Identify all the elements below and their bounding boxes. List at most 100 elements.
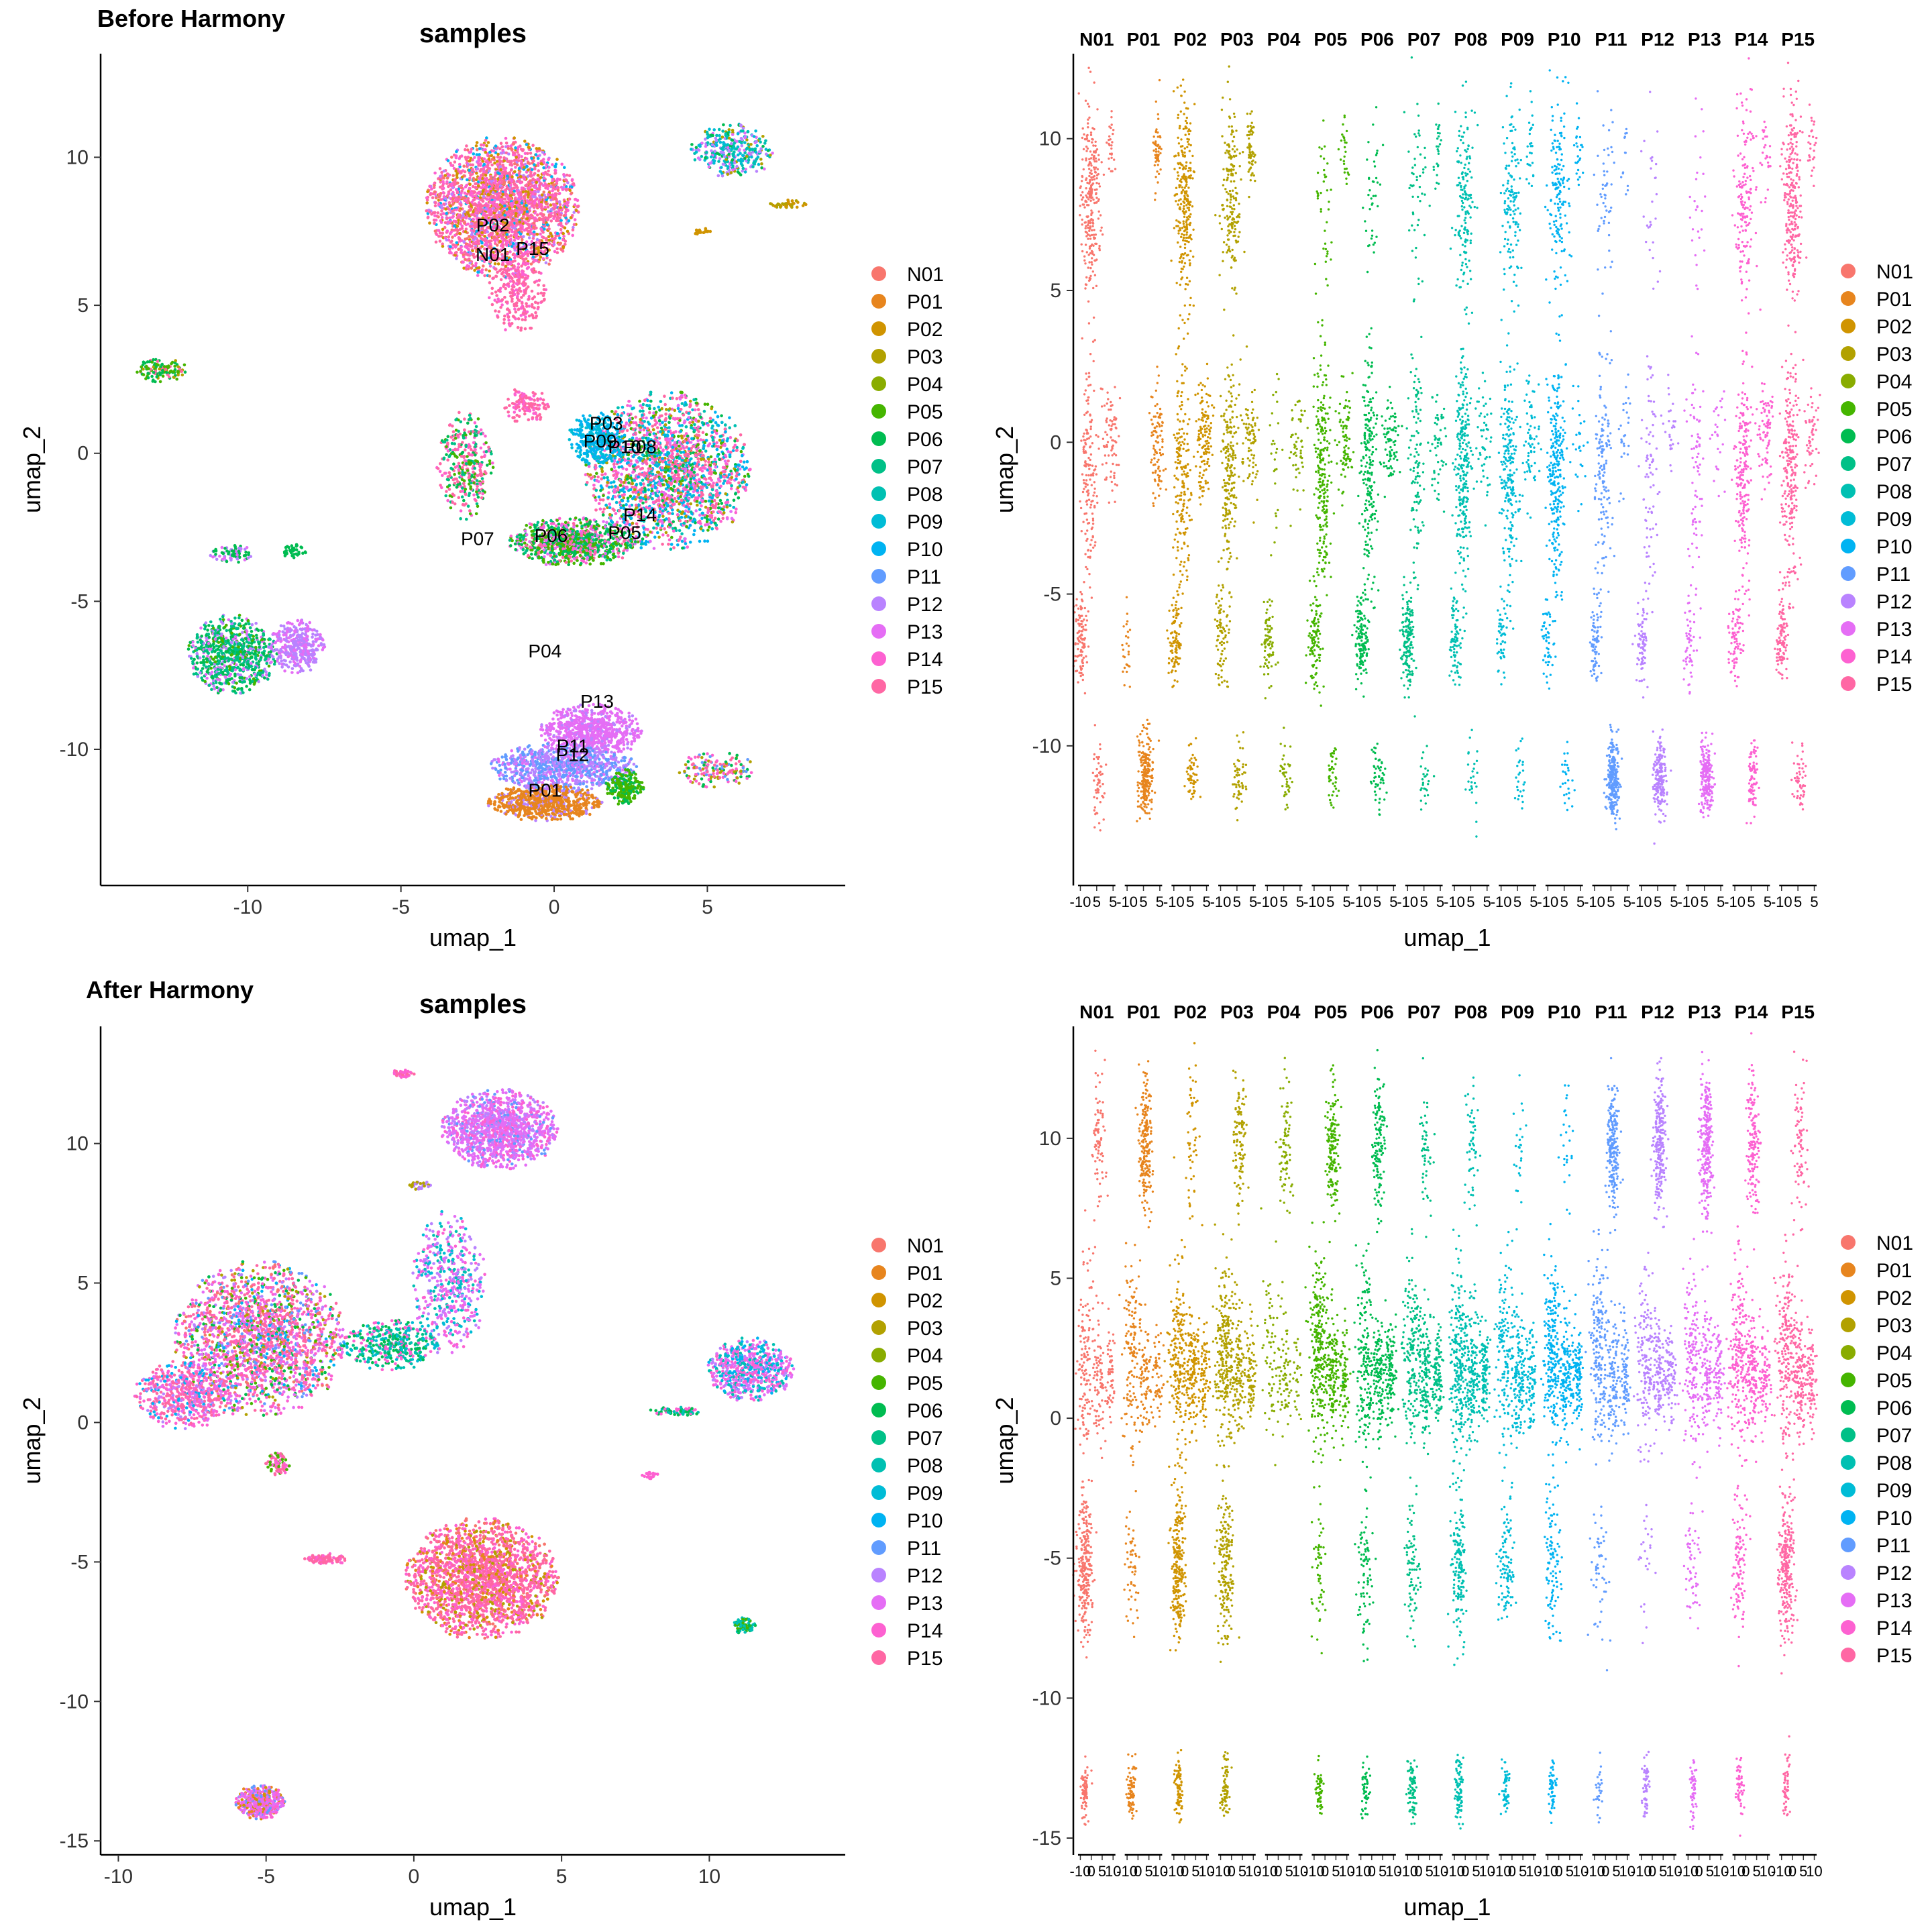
cell-point bbox=[450, 239, 453, 243]
cell-point bbox=[460, 245, 463, 249]
cell-point bbox=[693, 158, 697, 162]
cell-point bbox=[547, 169, 550, 173]
cell-point bbox=[475, 141, 479, 144]
points bbox=[136, 122, 808, 822]
cell-point bbox=[540, 205, 543, 208]
cell-point bbox=[680, 434, 684, 438]
cell-point bbox=[519, 232, 523, 236]
cell-point bbox=[492, 276, 495, 280]
cell-point bbox=[607, 491, 610, 494]
cell-point bbox=[718, 157, 722, 160]
cell-point bbox=[667, 474, 670, 478]
cell-point bbox=[180, 373, 184, 377]
cell-point bbox=[760, 162, 763, 166]
cell-point bbox=[509, 191, 513, 195]
cell-point bbox=[679, 535, 682, 539]
cell-point bbox=[684, 478, 687, 482]
cell-point bbox=[741, 485, 745, 489]
cell-point bbox=[743, 156, 747, 160]
cell-point bbox=[466, 189, 470, 193]
cell-point bbox=[712, 128, 716, 131]
cell-point bbox=[721, 517, 724, 521]
cell-point bbox=[533, 211, 537, 215]
cell-point bbox=[731, 520, 735, 524]
cell-point bbox=[727, 152, 731, 156]
cell-point bbox=[684, 542, 688, 545]
cell-point bbox=[732, 144, 736, 148]
cell-point bbox=[513, 151, 517, 155]
cell-point bbox=[480, 270, 483, 274]
cell-point bbox=[455, 208, 458, 212]
cell-point bbox=[764, 152, 768, 156]
cell-point bbox=[515, 288, 518, 292]
cell-point bbox=[458, 231, 462, 235]
cell-point bbox=[494, 274, 498, 278]
cell-point bbox=[547, 158, 550, 161]
cell-point bbox=[564, 207, 568, 211]
cell-point bbox=[460, 219, 463, 223]
cell-point bbox=[551, 179, 554, 182]
cell-point bbox=[176, 365, 180, 368]
cell-point bbox=[170, 362, 173, 366]
cell-point bbox=[515, 269, 518, 273]
cell-point bbox=[501, 163, 504, 167]
cell-point bbox=[504, 240, 508, 244]
cell-point bbox=[514, 214, 518, 218]
cell-point bbox=[553, 197, 557, 201]
cell-point bbox=[500, 303, 504, 307]
cell-point bbox=[496, 155, 500, 159]
cell-point bbox=[501, 270, 504, 274]
cell-point bbox=[462, 213, 465, 217]
cell-point bbox=[674, 529, 678, 532]
cell-point bbox=[514, 146, 517, 150]
cell-point bbox=[729, 504, 732, 507]
cell-point bbox=[701, 431, 705, 434]
cell-point bbox=[484, 268, 488, 272]
cell-point bbox=[476, 204, 479, 208]
cell-point bbox=[463, 221, 466, 225]
cell-point bbox=[741, 127, 745, 130]
cell-point bbox=[742, 460, 746, 464]
cell-point bbox=[690, 143, 694, 146]
cell-point bbox=[663, 423, 667, 427]
cell-point bbox=[472, 198, 476, 201]
cell-point bbox=[670, 535, 674, 539]
cell-point bbox=[514, 310, 518, 314]
cell-point bbox=[724, 132, 728, 136]
cell-point bbox=[712, 161, 716, 165]
cell-point bbox=[561, 188, 565, 191]
cell-point bbox=[559, 241, 562, 246]
cell-point bbox=[666, 534, 669, 537]
cell-point bbox=[653, 407, 656, 411]
after-harmony-title: After Harmony bbox=[86, 976, 254, 1004]
cell-point bbox=[458, 155, 462, 158]
cell-point bbox=[542, 161, 546, 164]
cell-point bbox=[517, 276, 521, 279]
cell-point bbox=[426, 216, 430, 219]
cell-point bbox=[776, 202, 780, 206]
cell-point bbox=[446, 220, 450, 224]
cell-point bbox=[712, 158, 715, 162]
cell-point bbox=[564, 178, 568, 182]
cell-point bbox=[478, 153, 481, 156]
cell-point bbox=[549, 207, 553, 211]
cell-point bbox=[502, 284, 505, 288]
cell-point bbox=[437, 203, 441, 206]
cell-point bbox=[155, 375, 159, 378]
cell-point bbox=[657, 437, 661, 440]
cell-point bbox=[519, 326, 523, 330]
cell-point bbox=[529, 152, 533, 155]
cell-point bbox=[722, 155, 727, 158]
cell-point bbox=[696, 232, 699, 236]
cell-point bbox=[555, 231, 559, 235]
cell-point bbox=[440, 170, 443, 174]
cell-point bbox=[496, 171, 500, 175]
cell-point bbox=[560, 162, 564, 166]
cell-point bbox=[619, 506, 623, 510]
cell-point bbox=[539, 232, 542, 236]
cell-point bbox=[510, 245, 514, 248]
cell-point bbox=[455, 191, 460, 195]
cell-point bbox=[527, 182, 531, 186]
cell-point bbox=[494, 309, 497, 313]
cell-point bbox=[463, 191, 467, 195]
